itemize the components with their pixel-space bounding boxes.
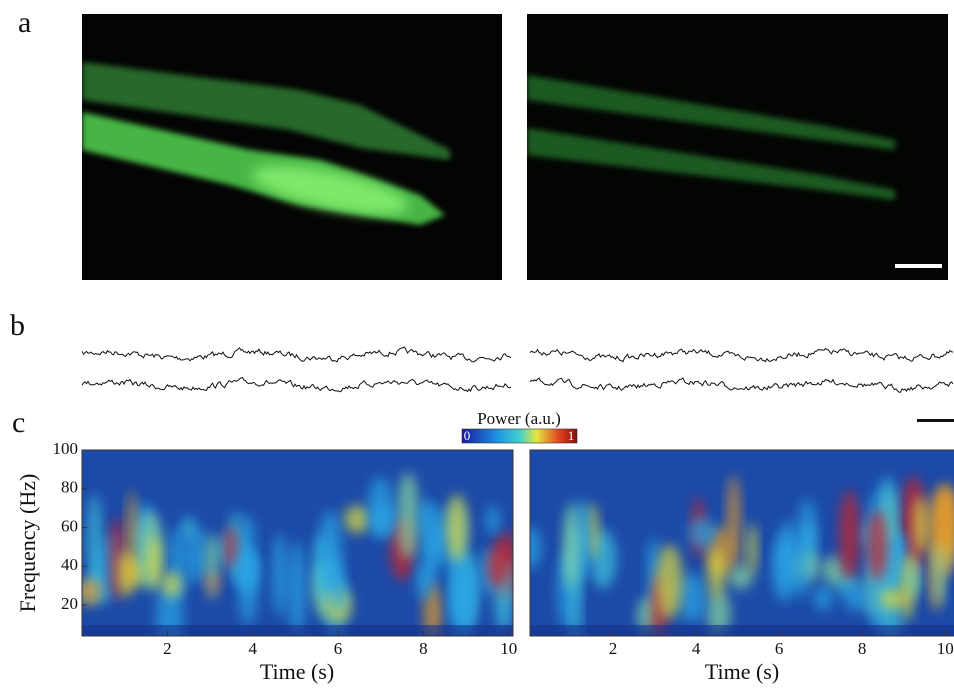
eeg-trace <box>529 377 954 393</box>
spectral-blob <box>161 571 182 598</box>
spectral-blob <box>82 578 103 606</box>
colorbar-title: Power (a.u.) <box>477 409 561 428</box>
x-tick-label: 2 <box>609 639 618 658</box>
spectral-blob <box>419 498 432 534</box>
plot-frame <box>81 449 514 637</box>
spectral-blob <box>318 510 343 592</box>
spectral-blob <box>688 517 715 549</box>
x-tick-label: 8 <box>858 639 867 658</box>
x-tick-label: 6 <box>775 639 784 658</box>
spectral-blob <box>485 505 500 536</box>
y-tick-label: 100 <box>53 439 79 458</box>
spectral-blob <box>428 525 440 564</box>
spectral-blob <box>880 588 907 610</box>
spectral-blob <box>415 564 433 601</box>
colorbar <box>461 428 578 444</box>
spectral-blob <box>866 509 888 581</box>
spectral-blob <box>746 522 758 576</box>
spectral-blob <box>728 564 753 590</box>
spectrogram-left <box>82 450 513 636</box>
spectral-blob <box>656 544 683 619</box>
x-tick-label: 2 <box>163 639 172 658</box>
spectral-blob <box>678 572 706 623</box>
colorbar-max: 1 <box>568 428 575 443</box>
spectral-blob <box>839 489 860 580</box>
x-tick-label: 10 <box>937 639 954 658</box>
spectral-blob <box>185 524 208 585</box>
panel-label: c <box>12 406 25 439</box>
spectral-blob <box>798 499 817 552</box>
x-axis-label: Time (s) <box>705 659 779 684</box>
spectral-blob <box>343 505 371 534</box>
x-axis-label: Time (s) <box>260 659 334 684</box>
x-tick-label: 6 <box>334 639 343 658</box>
spectral-blob <box>794 535 809 600</box>
scale-bar <box>895 264 942 268</box>
spectral-blob <box>288 540 307 636</box>
spectral-blob <box>147 535 161 588</box>
y-tick-label: 20 <box>61 594 78 613</box>
spectral-blob <box>272 533 288 617</box>
spectral-blob <box>530 526 542 569</box>
scale-bar <box>917 419 954 422</box>
spectral-blob <box>902 555 922 599</box>
plot-frame <box>529 449 954 637</box>
x-tick-label: 10 <box>500 639 517 658</box>
spectral-blob <box>371 503 396 539</box>
low-band <box>82 625 513 636</box>
spectral-blob <box>126 490 137 590</box>
spectral-blob <box>329 575 347 611</box>
spectral-blob <box>87 493 102 588</box>
spectral-blob <box>487 546 509 588</box>
spectral-blob <box>181 515 194 539</box>
panel-label: b <box>10 309 25 342</box>
traces <box>81 346 954 393</box>
eeg-trace <box>81 377 512 393</box>
y-tick-label: 80 <box>61 478 78 497</box>
x-tick-label: 8 <box>419 639 428 658</box>
y-tick-label: 40 <box>61 555 78 574</box>
panel-label: a <box>18 6 31 39</box>
x-tick-label: 4 <box>248 639 257 658</box>
y-tick-label: 60 <box>61 516 78 535</box>
spectral-blob <box>570 586 582 636</box>
spectral-blob <box>451 571 474 636</box>
spectral-blob <box>706 591 731 636</box>
spectral-blob <box>237 549 260 591</box>
spectral-blob <box>933 544 946 607</box>
spectral-blob <box>843 587 869 612</box>
spectral-blob <box>205 532 220 601</box>
spectral-blob <box>821 555 847 585</box>
spectral-blob <box>446 494 468 562</box>
spectral-blob <box>562 502 580 590</box>
spectral-blob <box>707 549 725 600</box>
spectral-blob <box>813 585 834 611</box>
photo-dim <box>527 14 948 280</box>
eeg-trace <box>529 347 954 363</box>
spectrogram-right <box>530 450 954 636</box>
spectral-blob <box>913 496 929 554</box>
low-band <box>530 625 954 636</box>
x-tick-label: 4 <box>692 639 701 658</box>
spectral-blob <box>396 471 420 560</box>
spectral-blob <box>885 542 902 586</box>
spectral-blob <box>223 526 238 569</box>
spectral-blob <box>777 520 800 590</box>
colorbar-min: 0 <box>464 428 471 443</box>
y-axis-label: Frequency (Hz) <box>15 474 40 613</box>
photo-bright <box>82 14 502 280</box>
eeg-trace <box>81 346 512 363</box>
